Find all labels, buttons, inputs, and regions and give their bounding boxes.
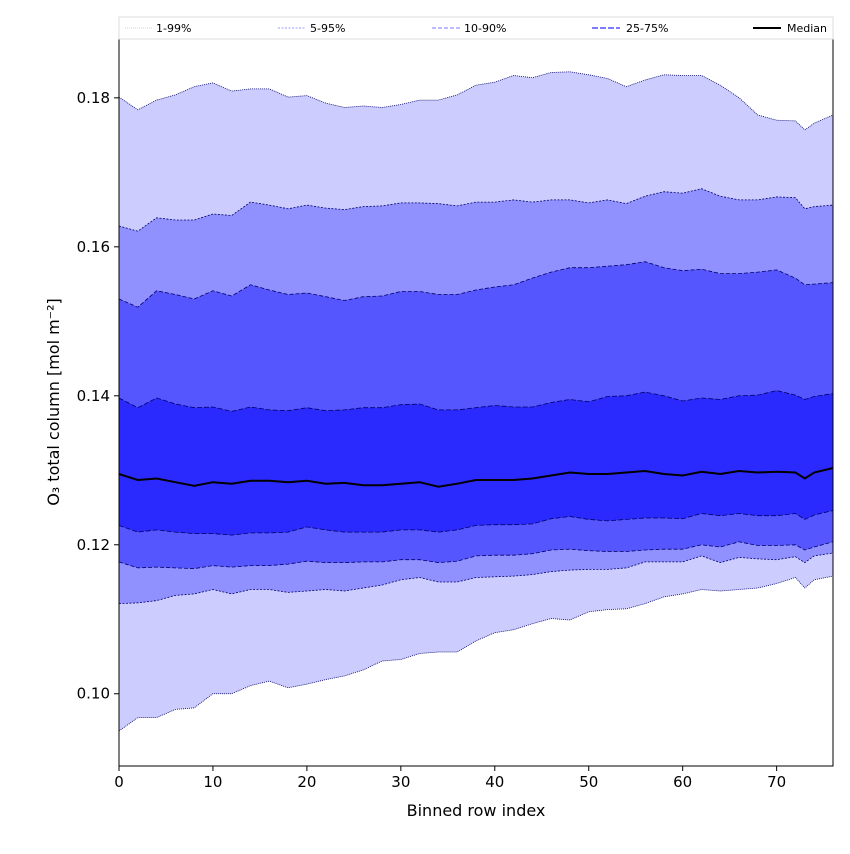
x-axis: 0 10 20 30 40 50 60 70 [114,766,786,791]
percentile-bands [119,71,833,732]
legend-label: 10-90% [464,22,506,35]
x-axis-label: Binned row index [407,801,546,820]
y-tick-label: 0.10 [77,685,110,703]
x-tick-label: 70 [767,773,786,791]
line-p99 [118,71,834,131]
legend-label: Median [787,22,827,35]
line-p75 [118,390,834,412]
y-tick-label: 0.16 [77,238,110,256]
median-line [118,467,834,488]
y-tick-label: 0.18 [77,89,110,107]
y-tick-label: 0.14 [77,387,110,405]
y-tick-label: 0.12 [77,536,110,554]
line-p90 [118,261,834,308]
percentile-lines [118,71,834,732]
legend-label: 5-95% [310,22,345,35]
legend-label: 25-75% [626,22,668,35]
line-p25 [118,510,834,536]
line-p10 [118,541,834,570]
legend: 1-99% 5-95% 10-90% 25-75% Median [118,16,834,40]
x-tick-label: 0 [114,773,124,791]
band-25-75 [119,390,833,536]
x-tick-label: 30 [391,773,410,791]
legend-frame [118,16,834,40]
legend-label: 1-99% [156,22,191,35]
y-axis-label: O₃ total column [mol m⁻²] [44,298,63,506]
x-tick-label: 20 [297,773,316,791]
line-p5 [118,552,834,604]
x-tick-label: 60 [673,773,692,791]
x-tick-label: 10 [203,773,222,791]
y-axis: 0.10 0.12 0.14 0.16 0.18 [77,89,119,703]
x-tick-label: 50 [579,773,598,791]
x-tick-label: 40 [485,773,504,791]
line-p95 [118,188,834,232]
